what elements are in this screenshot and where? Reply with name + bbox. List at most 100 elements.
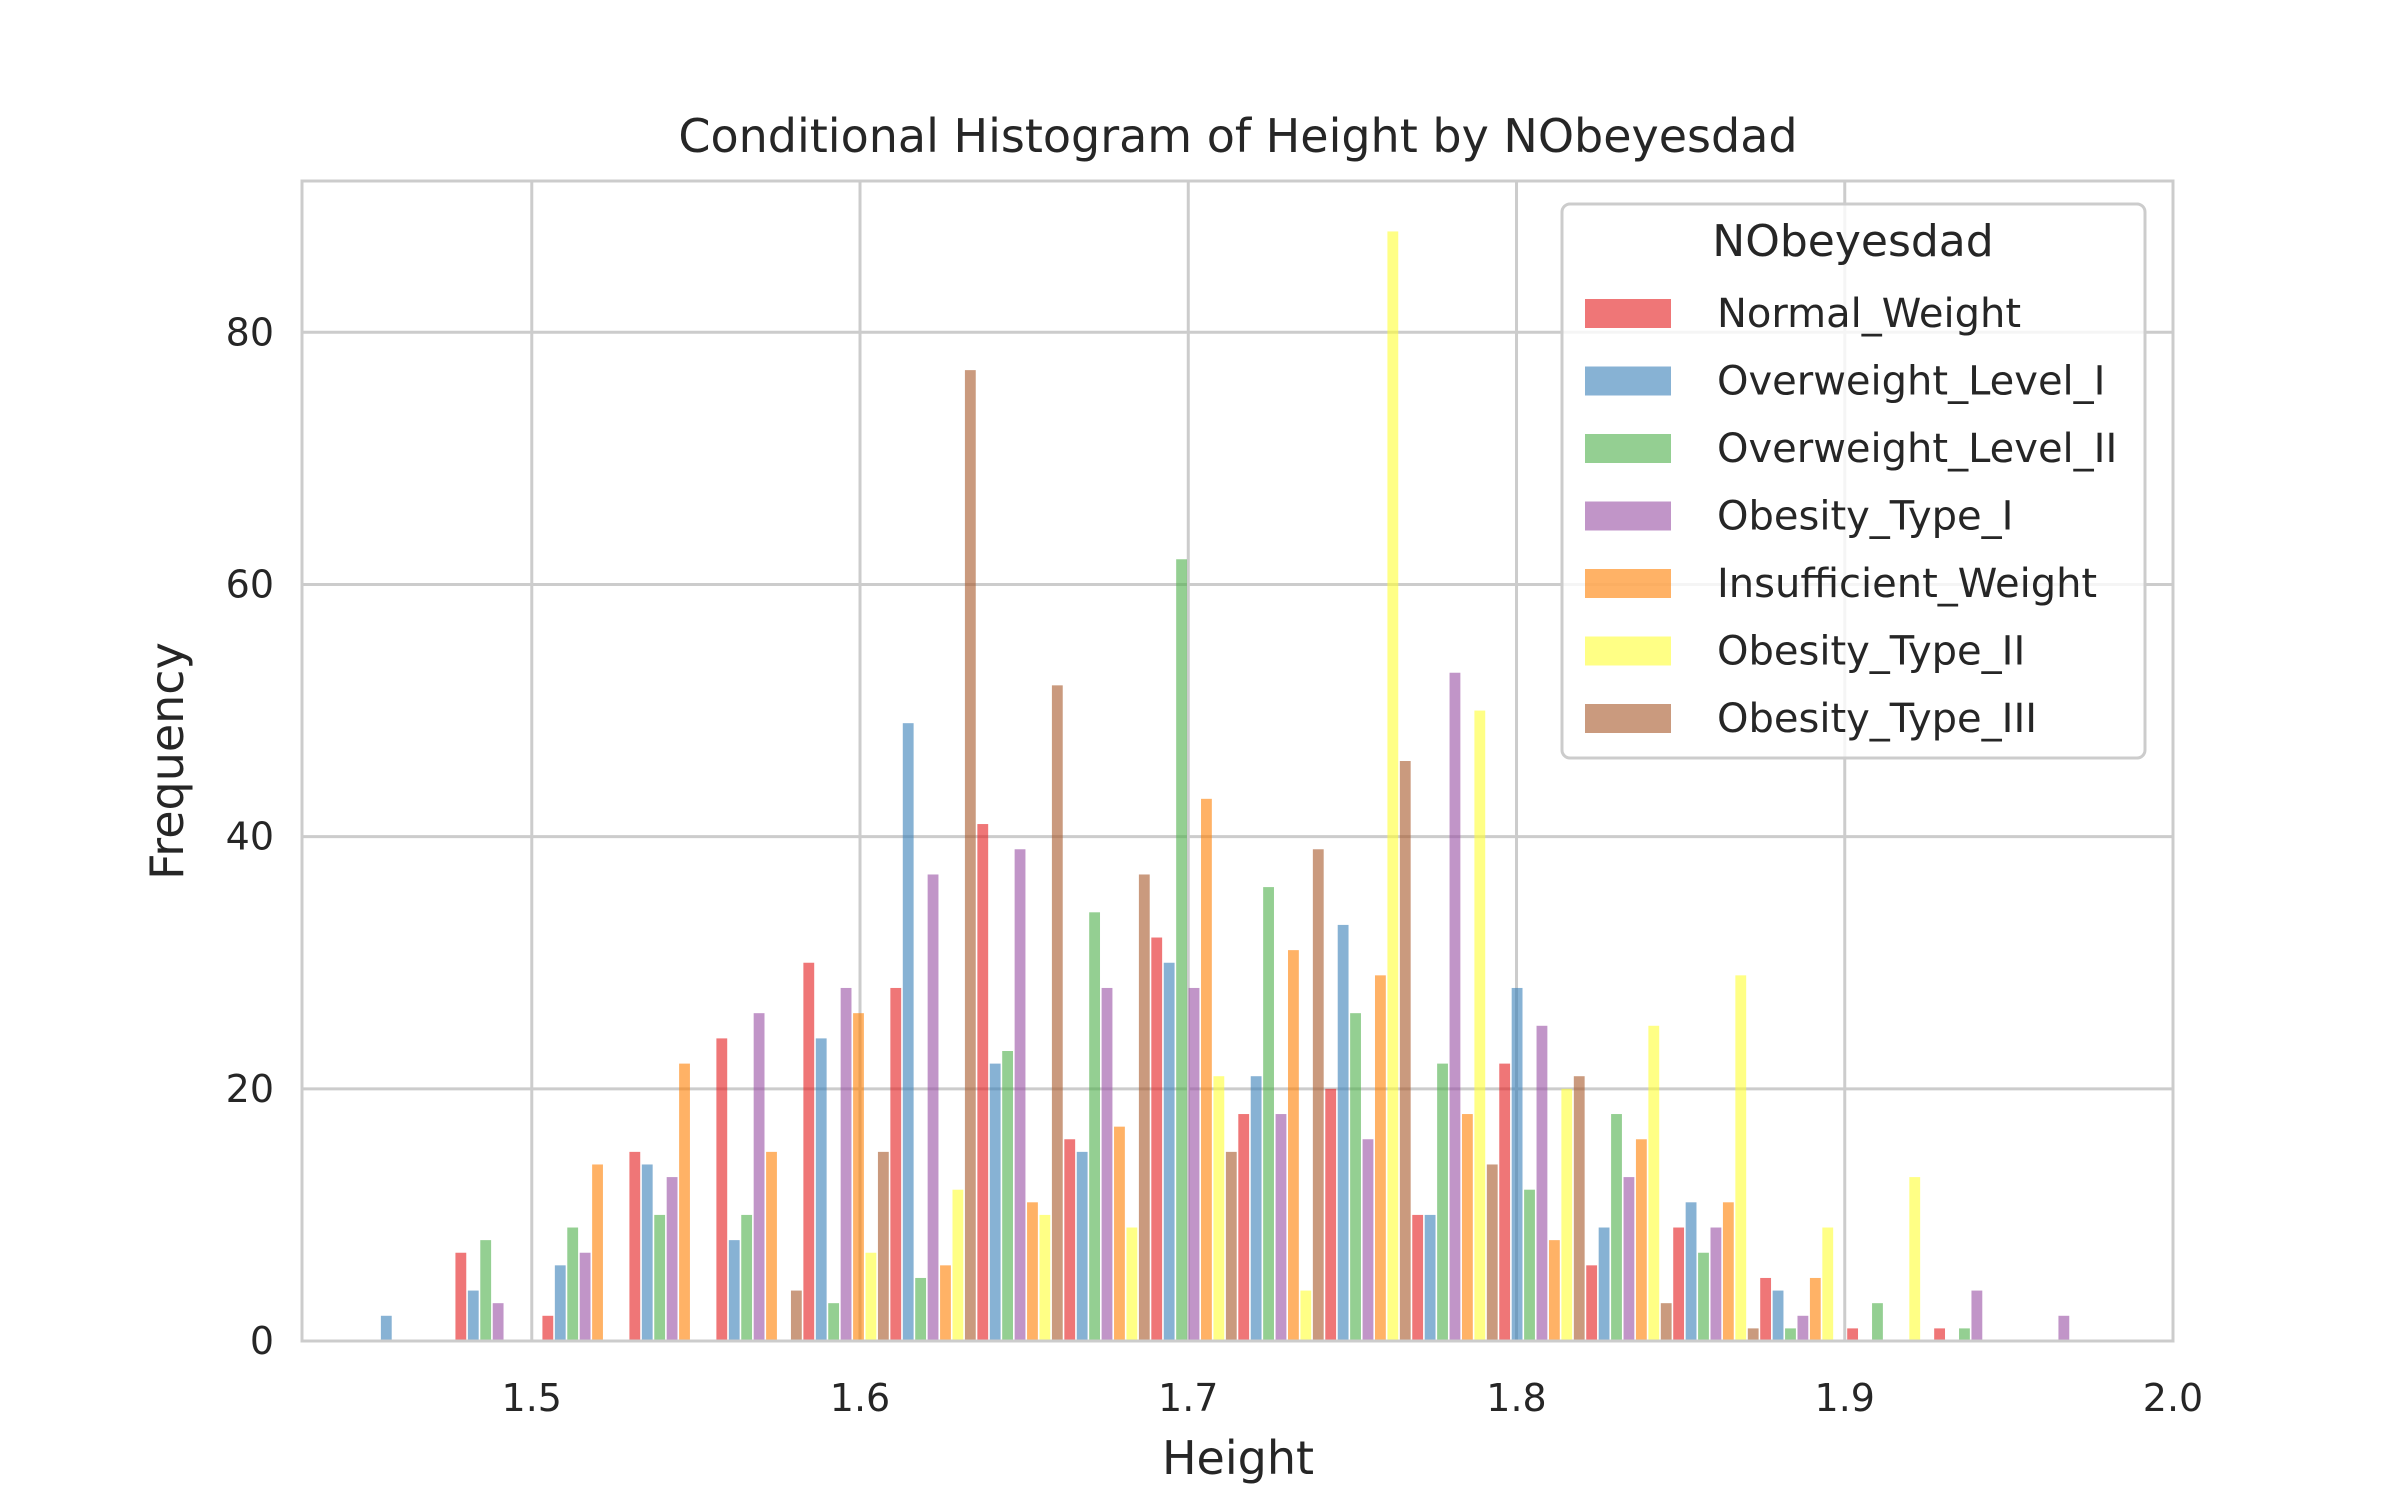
bar-overweight-level-ii [1350,1013,1361,1341]
bar-obesity-type-iii [1660,1303,1672,1341]
legend-entry: Overweight_Level_I [1585,359,2105,405]
bar-insufficient-weight [1288,950,1299,1341]
bar-obesity-type-i [492,1303,504,1341]
bar-insufficient-weight [1809,1277,1821,1341]
bar-obesity-type-i [666,1177,678,1341]
bar-obesity-type-ii [1822,1227,1834,1341]
bar-obesity-type-i [1971,1290,1983,1341]
bar-overweight-level-ii [828,1303,840,1341]
bar-obesity-type-i [579,1252,591,1341]
legend-entry: Obesity_Type_II [1585,629,2025,675]
bar-normal-weight [1934,1328,1946,1341]
bar-normal-weight [890,987,902,1341]
bar-obesity-type-ii [865,1252,877,1341]
bar-normal-weight [1673,1227,1685,1341]
bar-obesity-type-iii [877,1151,889,1341]
y-tick-label: 80 [226,310,274,354]
bar-normal-weight [1760,1277,1772,1341]
plot-frame [300,179,2175,1343]
bar-obesity-type-iii [1747,1328,1759,1341]
bar-overweight-level-ii [1698,1252,1709,1341]
legend-items: Normal_Weight Overweight_Level_I Overweigh… [1585,291,2117,742]
bar-insufficient-weight [1027,1202,1038,1341]
y-axis-ticks: 0 20 40 60 80 [226,310,274,1363]
bar-obesity-type-ii [1387,231,1399,1341]
legend-label: Obesity_Type_I [1717,494,2013,540]
bar-obesity-type-iii [964,370,976,1341]
bar-insufficient-weight [1114,1126,1125,1341]
bar-overweight-level-ii [1176,559,1187,1341]
bar-overweight-level-i [1424,1214,1436,1341]
bar-obesity-type-iii [790,1290,802,1341]
y-tick-label: 0 [250,1319,274,1363]
bar-obesity-type-i [1797,1315,1809,1341]
bar-overweight-level-i [380,1315,392,1341]
bar-insufficient-weight [766,1151,777,1341]
bar-overweight-level-i [902,723,914,1341]
bar-obesity-type-ii [1561,1088,1573,1341]
bar-overweight-level-i [1598,1227,1610,1341]
legend-swatch [1585,366,1671,396]
bar-overweight-level-i [467,1290,479,1341]
bar-obesity-type-i [927,874,939,1341]
y-axis-label: Frequency [140,642,194,880]
bar-obesity-type-i [1623,1177,1635,1341]
bar-overweight-level-ii [1785,1328,1796,1341]
bar-obesity-type-iii [1138,874,1150,1341]
bar-normal-weight [1586,1265,1598,1341]
bar-overweight-level-i [1163,962,1175,1341]
bar-overweight-level-ii [567,1227,579,1341]
bar-overweight-level-i [989,1063,1001,1341]
x-tick-label: 1.8 [1486,1376,1546,1420]
bar-overweight-level-ii [741,1214,753,1341]
legend-entry: Overweight_Level_II [1585,426,2117,472]
bar-normal-weight [1325,1088,1337,1341]
bar-obesity-type-i [1101,987,1113,1341]
bar-normal-weight [716,1038,728,1341]
bar-obesity-type-i [1188,987,1200,1341]
bar-overweight-level-i [554,1265,566,1341]
bar-obesity-type-i [2058,1315,2070,1341]
chart-title: Conditional Histogram of Height by NObey… [678,109,1797,163]
bar-overweight-level-ii [1437,1063,1448,1341]
bar-obesity-type-ii [1039,1214,1051,1341]
x-axis-ticks: 1.5 1.6 1.7 1.8 1.9 2.0 [502,1376,2204,1420]
bar-normal-weight [1151,937,1163,1341]
bar-normal-weight [977,824,989,1341]
x-tick-label: 1.7 [1158,1376,1218,1420]
bar-obesity-type-ii [1213,1076,1225,1341]
bar-overweight-level-ii [1611,1114,1622,1341]
bar-overweight-level-ii [1089,912,1101,1341]
x-tick-label: 2.0 [2143,1376,2203,1420]
bar-obesity-type-i [1536,1025,1548,1341]
bar-obesity-type-iii [1225,1151,1237,1341]
bar-normal-weight [1499,1063,1511,1341]
bar-obesity-type-i [753,1013,765,1341]
legend-swatch [1585,434,1671,463]
legend-swatch [1585,501,1671,531]
bar-insufficient-weight [679,1063,690,1341]
bar-normal-weight [1238,1114,1250,1341]
bar-obesity-type-iii [1051,685,1063,1341]
legend: NObeyesdad Normal_Weight Overweight_Level… [1560,202,2147,760]
bar-insufficient-weight [853,1013,864,1341]
bar-obesity-type-ii [1735,975,1747,1341]
bar-overweight-level-ii [480,1240,492,1341]
bar-normal-weight [455,1252,467,1341]
x-axis-label: Height [1162,1431,1314,1485]
bar-normal-weight [1847,1328,1859,1341]
bar-obesity-type-i [1014,849,1026,1341]
bar-obesity-type-ii [952,1189,964,1341]
bar-overweight-level-ii [1872,1303,1883,1341]
legend-label: Obesity_Type_III [1717,696,2037,742]
bars-layer [380,231,2070,1341]
legend-entry: Normal_Weight [1585,291,2021,337]
bar-insufficient-weight [1548,1240,1560,1341]
legend-entry: Obesity_Type_III [1585,696,2037,742]
bar-insufficient-weight [1722,1202,1734,1341]
bar-obesity-type-iii [1573,1076,1585,1341]
y-tick-label: 20 [226,1067,274,1111]
bar-overweight-level-ii [1524,1189,1535,1341]
bar-obesity-type-i [1449,672,1461,1341]
